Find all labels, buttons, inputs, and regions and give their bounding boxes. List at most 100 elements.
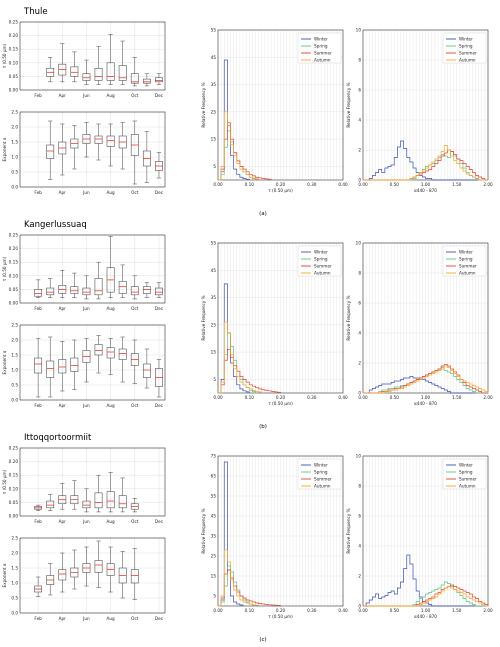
row1-alpha-box-xtick-label: Aug xyxy=(107,190,116,195)
row3-tau-box-xtick-label: Apr xyxy=(59,519,67,524)
row2-alpha-box-box-may xyxy=(70,339,79,390)
row3-tau-box-panel: 0.00 0.05 0.10 0.15 0.20 0.25 Feb Apr Jun Aug Oct D… xyxy=(2,446,166,524)
row2-tau-box-box-oct xyxy=(130,275,139,300)
row3-tau-hist-xtick-label: 0.20 xyxy=(276,608,286,613)
box-iqr xyxy=(106,135,115,147)
row2-tau-box-frame xyxy=(19,234,166,304)
box-iqr xyxy=(142,286,151,294)
row2-alpha-box-xtick-label: Dec xyxy=(155,403,164,408)
row3-tau-box-box-feb xyxy=(34,504,43,511)
row1-alpha-box-xtick-label: Apr xyxy=(59,190,67,195)
row1-tau-box-box-sep xyxy=(118,40,127,85)
row3-alpha-box-frame xyxy=(19,537,166,614)
row3-tau-box-box-apr xyxy=(58,483,67,510)
row3-alpha-hist-ytick-label: 0 xyxy=(358,604,361,609)
row1-tau-box-ytick-label: 0.05 xyxy=(9,74,19,79)
box-iqr xyxy=(118,65,127,81)
row1-alpha-hist-xtick-label: 1.50 xyxy=(452,182,462,187)
row3-tau-box-box-aug xyxy=(106,472,115,513)
row2-tau-box-box-nov xyxy=(142,282,151,298)
row2-alpha-box-ytick-label: 1.5 xyxy=(11,353,18,358)
row2-alpha-hist-frame xyxy=(362,242,489,394)
row2-tau-hist-series-autumn xyxy=(218,321,263,394)
box-iqr xyxy=(106,347,115,359)
row2-alpha-box-panel: 0.0 0.5 1.0 1.5 2.0 2.5 Feb Apr Jun Aug Oct Dec Expo… xyxy=(2,323,166,408)
row1-tau-box-xtick-label: Apr xyxy=(59,93,67,98)
row2-alpha-box-box-aug xyxy=(106,338,115,375)
row2-alpha-hist-ylabel: Relative Frequency % xyxy=(346,295,351,340)
row1-alpha-box-box-sep xyxy=(118,122,127,170)
ittoqqortoormiit-title: Ittoqqortoormiit xyxy=(24,433,92,443)
legend-label-winter: Winter xyxy=(314,463,328,468)
row1-tau-box-ytick-label: 0.25 xyxy=(9,20,19,25)
legend-box xyxy=(297,245,342,277)
row3-alpha-box-xtick-label: Feb xyxy=(34,616,42,621)
box-iqr xyxy=(70,286,79,294)
row3-tau-hist-ytick-label: 65 xyxy=(211,474,217,479)
row2-alpha-hist-ytick-label: 2 xyxy=(358,361,361,366)
row2-alpha-hist-xtick-label: 1.50 xyxy=(452,395,462,400)
row2-alpha-hist-ytick-label: 10 xyxy=(356,241,362,246)
box-iqr xyxy=(130,569,139,584)
box-iqr xyxy=(46,287,55,296)
box-iqr xyxy=(106,62,115,81)
row3-tau-hist-ytick-label: 75 xyxy=(211,454,217,459)
row1-tau-hist-ytick-label: 25 xyxy=(211,109,217,114)
row3-tau-hist-ytick-label: 5 xyxy=(213,594,216,599)
row1-alpha-hist-ytick-label: 6 xyxy=(358,88,361,93)
row3-alpha-hist-series-winter xyxy=(363,554,488,607)
row2-alpha-box-box-nov xyxy=(142,348,151,389)
row3-alpha-box-ytick-label: 0.0 xyxy=(11,611,18,616)
box-iqr xyxy=(46,360,55,378)
row1-alpha-box-xtick-label: Oct xyxy=(131,190,139,195)
row3-alpha-box-box-oct xyxy=(130,548,139,600)
row3-alpha-box-ytick-label: 0.5 xyxy=(11,596,18,601)
legend-label-summer: Summer xyxy=(314,477,332,482)
box-iqr xyxy=(94,135,103,144)
row2-tau-box-box-apr xyxy=(58,270,67,298)
row1-alpha-hist-frame xyxy=(362,29,489,181)
row1-alpha-box-box-jul xyxy=(94,123,103,161)
row2-tau-box-ytick-label: 0.10 xyxy=(9,273,19,278)
row2-tau-hist-ytick-label: 35 xyxy=(211,295,217,300)
box-iqr xyxy=(118,348,127,360)
row1-tau-box-box-jun xyxy=(82,59,91,85)
row1-tau-hist-series-autumn xyxy=(218,111,259,181)
legend-label-winter: Winter xyxy=(459,463,473,468)
row2-tau-box-box-jun xyxy=(82,275,91,300)
row3-tau-hist-ylabel: Relative Frequency % xyxy=(201,508,206,553)
row3-alpha-hist-ytick-label: 10 xyxy=(356,454,362,459)
legend-label-summer: Summer xyxy=(314,264,332,269)
row1-alpha-hist-ytick-label: 10 xyxy=(356,28,362,33)
row3-tau-box-box-oct xyxy=(130,498,139,513)
row2-tau-box-ytick-label: 0.15 xyxy=(9,260,19,265)
box-iqr xyxy=(142,363,151,378)
row3-tau-hist-ytick-label: 15 xyxy=(211,574,217,579)
legend-label-autumn: Autumn xyxy=(314,484,331,489)
legend-label-spring: Spring xyxy=(314,257,328,262)
box-iqr xyxy=(46,500,55,509)
legend-label-spring: Spring xyxy=(459,470,473,475)
row3-tau-hist-xtick-label: 0.30 xyxy=(307,608,317,613)
box-iqr xyxy=(58,359,67,374)
row1-tau-hist-ytick-label: 45 xyxy=(211,55,217,60)
row2-alpha-hist-series-autumn xyxy=(363,365,489,394)
row1-alpha-hist-xtick-label: 1.00 xyxy=(421,182,431,187)
row2-tau-hist-xtick-label: 0.40 xyxy=(338,395,348,400)
row1-tau-box-ytick-label: 0.20 xyxy=(9,33,19,38)
legend-label-autumn: Autumn xyxy=(314,271,331,276)
row3-alpha-hist-xtick-label: 0.50 xyxy=(390,608,400,613)
row3-tau-box-ytick-label: 0.05 xyxy=(9,500,19,505)
row2-tau-hist-ylabel: Relative Frequency % xyxy=(201,295,206,340)
legend-label-winter: Winter xyxy=(459,37,473,42)
row1-alpha-box-ytick-label: 2.5 xyxy=(11,110,18,115)
row3-alpha-box-xtick-label: Jun xyxy=(82,616,90,621)
row1-alpha-box-ytick-label: 1.0 xyxy=(11,155,18,160)
row3-alpha-box-box-may xyxy=(70,549,79,590)
legend-label-winter: Winter xyxy=(314,250,328,255)
row2-tau-box-box-mar xyxy=(46,278,55,298)
row3-tau-hist-xlabel: τ (0.50 µm) xyxy=(268,614,293,619)
row2-tau-hist-xlabel: τ (0.50 µm) xyxy=(268,401,293,406)
row2-tau-hist-panel: 5 15 25 35 45 55 0.00 0.10 0.20 0.30 0.40 τ (0.50 µ… xyxy=(201,241,348,407)
row3-alpha-box-box-feb xyxy=(34,576,43,597)
